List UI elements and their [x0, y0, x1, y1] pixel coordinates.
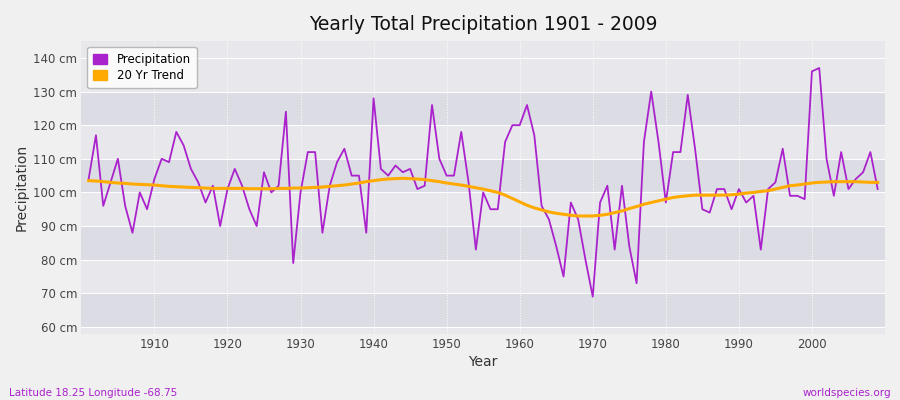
Precipitation	[609, 247, 620, 252]
Precipitation	[588, 294, 598, 299]
20 Yr Trend	[141, 182, 152, 187]
Bar	[81, 58, 885, 92]
Precipitation	[141, 207, 152, 212]
20 Yr Trend	[83, 178, 94, 183]
20 Yr Trend	[572, 214, 583, 218]
Line: Precipitation: Precipitation	[88, 68, 878, 297]
20 Yr Trend	[616, 208, 627, 213]
Precipitation	[872, 187, 883, 192]
Precipitation	[507, 123, 517, 128]
Text: worldspecies.org: worldspecies.org	[803, 388, 891, 398]
Precipitation	[346, 173, 357, 178]
Precipitation	[514, 123, 525, 128]
Bar	[81, 192, 885, 226]
Y-axis label: Precipitation: Precipitation	[15, 144, 29, 231]
Bar	[81, 125, 885, 159]
20 Yr Trend	[514, 200, 525, 204]
Text: Latitude 18.25 Longitude -68.75: Latitude 18.25 Longitude -68.75	[9, 388, 177, 398]
20 Yr Trend	[398, 176, 409, 181]
20 Yr Trend	[522, 203, 533, 208]
Bar	[81, 293, 885, 327]
Precipitation	[83, 176, 94, 181]
20 Yr Trend	[302, 185, 313, 190]
Line: 20 Yr Trend: 20 Yr Trend	[88, 178, 878, 216]
Bar	[81, 260, 885, 293]
Legend: Precipitation, 20 Yr Trend: Precipitation, 20 Yr Trend	[87, 47, 197, 88]
Precipitation	[302, 150, 313, 154]
20 Yr Trend	[872, 180, 883, 185]
X-axis label: Year: Year	[469, 355, 498, 369]
Bar	[81, 226, 885, 260]
Title: Yearly Total Precipitation 1901 - 2009: Yearly Total Precipitation 1901 - 2009	[309, 15, 657, 34]
Bar	[81, 92, 885, 125]
20 Yr Trend	[346, 182, 357, 186]
Bar	[81, 159, 885, 192]
Precipitation	[814, 66, 824, 70]
